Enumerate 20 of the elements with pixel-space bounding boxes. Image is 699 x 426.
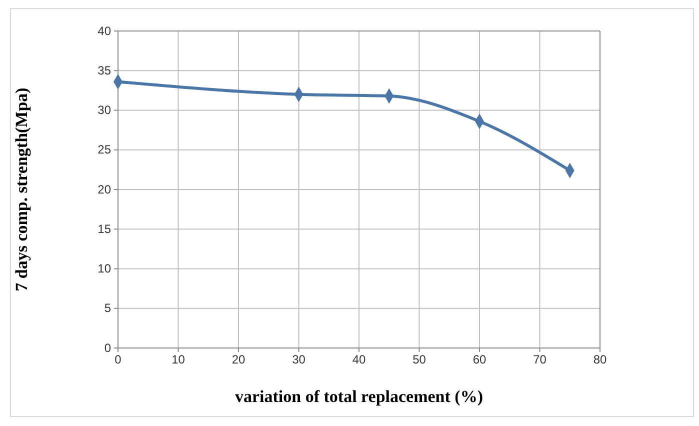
x-tick-label: 50 (412, 352, 426, 367)
y-tick-label: 30 (98, 103, 112, 118)
x-tick-label: 40 (352, 352, 366, 367)
y-tick-label: 40 (98, 24, 112, 38)
y-tick-label: 35 (98, 63, 112, 78)
x-tick-label: 20 (232, 352, 246, 367)
y-tick-label: 20 (98, 182, 112, 196)
y-tick-label: 5 (104, 301, 112, 316)
y-axis-title: 7 days comp. strength(Mpa) (12, 88, 31, 292)
y-tick-label: 15 (98, 222, 112, 236)
x-tick-label: 60 (472, 352, 486, 367)
y-tick-label: 0 (104, 340, 112, 355)
x-axis-title: variation of total replacement (%) (234, 387, 484, 406)
y-tick-label: 25 (98, 142, 112, 157)
x-tick-label: 10 (172, 352, 186, 367)
x-tick-label: 0 (114, 352, 122, 367)
x-tick-label: 80 (593, 352, 607, 367)
x-tick-label: 70 (533, 352, 547, 367)
x-tick-label: 30 (292, 352, 306, 367)
y-tick-label: 10 (98, 262, 112, 276)
